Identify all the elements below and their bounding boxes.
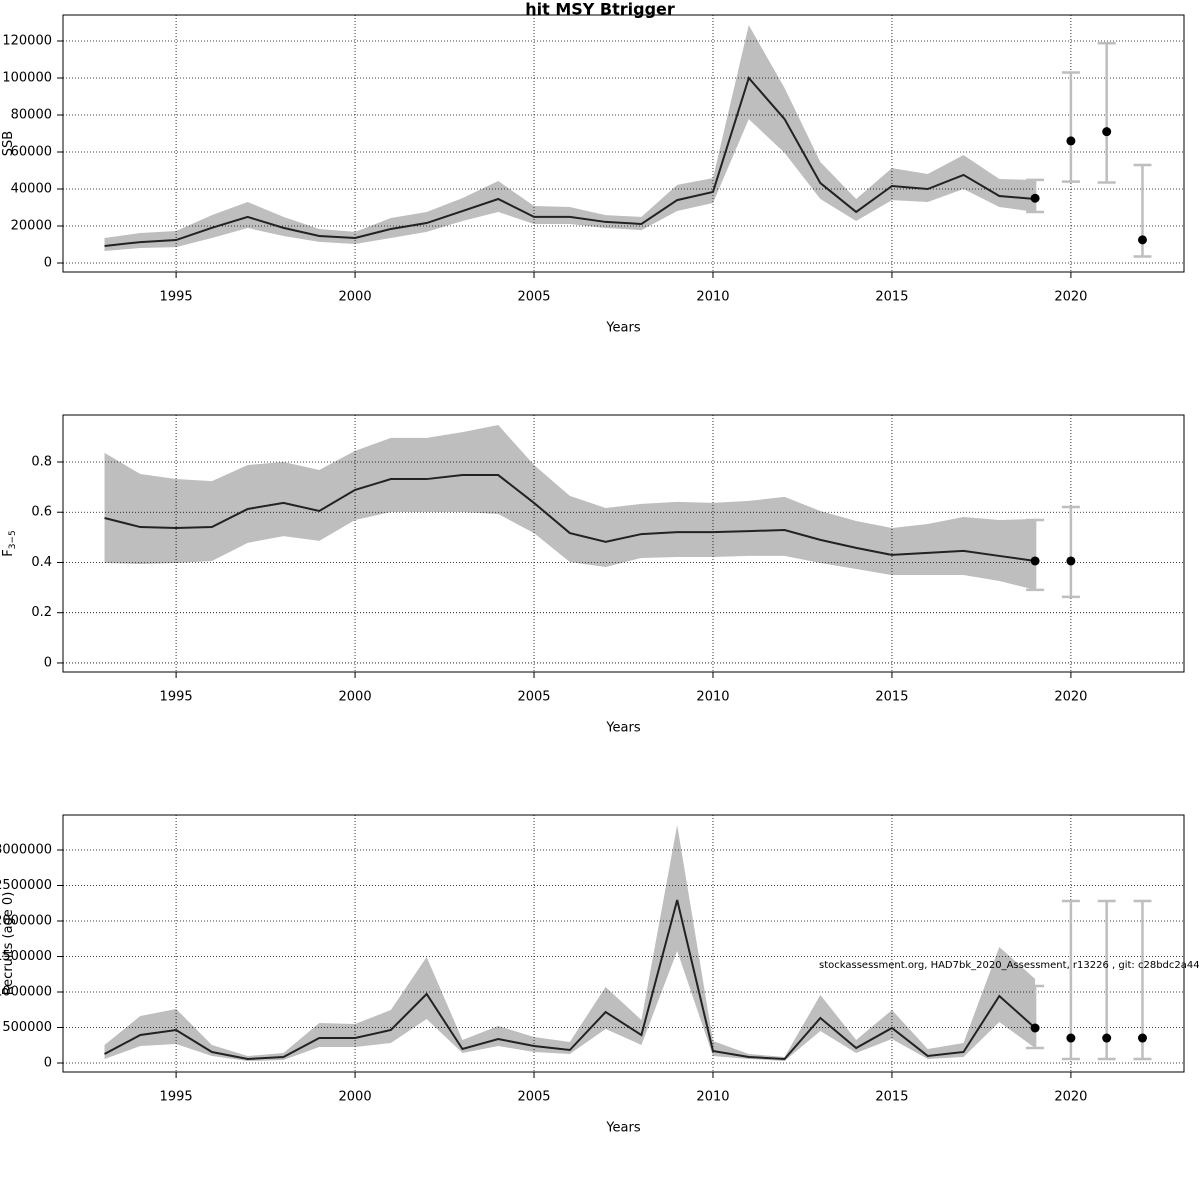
y-tick-label: 80000 [11,107,52,122]
plot-frame [62,14,1185,273]
x-tick-label: 2005 [517,290,550,305]
x-axis-label: Years [605,1121,641,1136]
point [1030,556,1040,566]
y-tick-label: 2000000 [0,914,52,929]
x-tick-label: 1995 [160,290,193,305]
y-tick-label: 0.8 [31,454,52,469]
x-tick-label: 1995 [160,1090,193,1105]
y-tick-label: 1500000 [0,949,52,964]
x-axis-label: Years [605,721,641,736]
point [1137,1033,1147,1043]
x-tick-label: 2000 [339,290,372,305]
y-tick-label: 0.6 [31,505,52,520]
x-tick-label: 1995 [160,690,193,705]
confidence-band [104,425,1036,590]
x-tick-label: 2010 [696,1090,729,1105]
y-tick-label: 0.4 [31,555,52,570]
confidence-band [104,25,1036,251]
x-tick-label: 2020 [1054,1090,1087,1105]
y-tick-label: 2500000 [0,878,52,893]
confidence-band [104,825,1036,1062]
line [104,899,1036,1061]
line [104,75,1036,247]
y-axis-label: Recruits (age 0) [1,892,16,996]
point [1137,235,1147,245]
x-tick-label: 2005 [517,690,550,705]
y-axis-label-main: F [1,549,16,556]
x-tick-label: 2015 [875,690,908,705]
point [1102,1033,1112,1043]
chart-title: hit MSY Btrigger [525,0,675,19]
annotation: stockassessment.org, HAD7bk_2020_Assessm… [819,960,1200,971]
y-tick-label: 3000000 [0,843,52,858]
plot-frame [62,414,1185,673]
x-tick-label: 2000 [339,690,372,705]
point [1066,556,1076,566]
y-tick-label: 60000 [11,144,52,159]
plot-frame [62,814,1185,1073]
y-tick-label: 0.2 [31,605,52,620]
y-tick-label: 40000 [11,181,52,196]
y-tick-label: 500000 [2,1020,52,1035]
x-tick-label: 2015 [875,290,908,305]
x-tick-label: 2015 [875,1090,908,1105]
y-axis-label: F3−5 [1,530,18,556]
x-tick-label: 2020 [1054,690,1087,705]
point [1066,1033,1076,1043]
x-tick-label: 2010 [696,290,729,305]
x-tick-label: 2005 [517,1090,550,1105]
point [1030,193,1040,203]
y-axis-label-sub: 3−5 [8,530,18,549]
x-tick-label: 2010 [696,690,729,705]
x-tick-label: 2000 [339,1090,372,1105]
y-tick-label: 0 [44,655,52,670]
point [1030,1023,1040,1033]
x-axis-label: Years [605,321,641,336]
x-tick-label: 2020 [1054,290,1087,305]
y-tick-label: 1000000 [0,984,52,999]
y-tick-label: 20000 [11,218,52,233]
y-tick-label: 0 [44,1055,52,1070]
y-tick-label: 120000 [2,33,52,48]
line [104,474,1036,562]
y-tick-label: 100000 [2,70,52,85]
y-axis-label: SSB [1,131,16,156]
y-axis-label-main: SSB [1,131,16,156]
y-axis-label-main: Recruits (age 0) [1,892,16,996]
point [1066,136,1076,146]
point [1102,127,1112,137]
y-tick-label: 0 [44,255,52,270]
